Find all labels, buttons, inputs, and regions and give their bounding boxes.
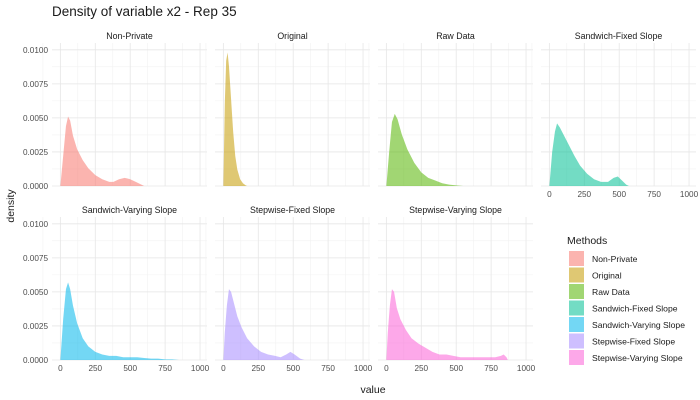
x-tick-label: 500 bbox=[286, 364, 300, 373]
x-tick-label: 750 bbox=[321, 364, 335, 373]
y-tick-label: 0.0025 bbox=[23, 322, 48, 331]
legend-swatch bbox=[569, 267, 584, 283]
density-area-raw-data bbox=[386, 113, 464, 186]
density-area-sandwich-varying-slope bbox=[60, 282, 180, 360]
legend-label: Original bbox=[592, 271, 622, 281]
legend-label: Sandwich-Fixed Slope bbox=[592, 304, 678, 314]
legend-label: Stepwise-Fixed Slope bbox=[592, 337, 675, 347]
strip-label: Raw Data bbox=[436, 31, 475, 41]
strip-label: Non-Private bbox=[106, 31, 153, 41]
x-tick-label: 0 bbox=[384, 364, 389, 373]
legend-swatch bbox=[569, 350, 584, 365]
panel-raw-data: Raw Data bbox=[368, 31, 533, 187]
x-tick-label: 1000 bbox=[191, 364, 210, 373]
panel-original: Original bbox=[205, 31, 370, 187]
legend-item-original: Original bbox=[569, 267, 622, 283]
x-tick-label: 1000 bbox=[680, 190, 699, 199]
legend-label: Raw Data bbox=[592, 287, 630, 297]
legend-swatch bbox=[569, 317, 584, 332]
legend-swatch bbox=[569, 251, 584, 266]
legend-title: Methods bbox=[567, 235, 607, 247]
y-tick-label: 0.0075 bbox=[23, 254, 48, 263]
density-area-original bbox=[223, 52, 248, 186]
y-tick-label: 0.0100 bbox=[23, 220, 48, 229]
panel-sandwich-fixed-slope: Sandwich-Fixed Slope 0 250 500 750 1000 bbox=[531, 31, 699, 199]
x-tick-label: 750 bbox=[158, 364, 172, 373]
x-tick-label: 0 bbox=[547, 190, 552, 199]
legend-label: Non-Private bbox=[592, 254, 638, 264]
y-tick-label: 0.0000 bbox=[23, 356, 48, 365]
y-tick-label: 0.0100 bbox=[23, 46, 48, 55]
panel-stepwise-varying-slope: Stepwise-Varying Slope 0 250 500 750 1000 bbox=[368, 205, 536, 373]
x-tick-label: 250 bbox=[88, 364, 102, 373]
legend-swatch bbox=[569, 284, 584, 299]
y-axis-title: density bbox=[5, 189, 17, 223]
y-tick-label: 0.0050 bbox=[23, 114, 48, 123]
legend-item-non-private: Non-Private bbox=[569, 251, 638, 266]
density-area-sandwich-fixed-slope bbox=[549, 123, 629, 186]
legend-item-stepwise-varying-slope: Stepwise-Varying Slope bbox=[569, 350, 683, 365]
strip-label: Sandwich-Varying Slope bbox=[82, 205, 177, 215]
x-tick-label: 1000 bbox=[517, 364, 536, 373]
y-tick-label: 0.0000 bbox=[23, 182, 48, 191]
legend-swatch bbox=[569, 333, 584, 349]
x-tick-label: 500 bbox=[123, 364, 137, 373]
x-tick-label: 750 bbox=[647, 190, 661, 199]
x-tick-label: 500 bbox=[612, 190, 626, 199]
strip-label: Stepwise-Fixed Slope bbox=[250, 205, 335, 215]
y-tick-label: 0.0050 bbox=[23, 288, 48, 297]
x-tick-label: 250 bbox=[577, 190, 591, 199]
panel-stepwise-fixed-slope: Stepwise-Fixed Slope 0 250 500 750 1000 bbox=[205, 205, 373, 373]
x-tick-label: 750 bbox=[484, 364, 498, 373]
legend-item-raw-data: Raw Data bbox=[569, 284, 630, 299]
legend-item-sandwich-varying-slope: Sandwich-Varying Slope bbox=[569, 317, 685, 332]
x-axis-title: value bbox=[360, 384, 385, 396]
density-area-non-private bbox=[60, 116, 145, 186]
y-tick-label: 0.0075 bbox=[23, 80, 48, 89]
x-tick-label: 250 bbox=[414, 364, 428, 373]
legend-label: Stepwise-Varying Slope bbox=[592, 353, 683, 363]
x-tick-label: 250 bbox=[251, 364, 265, 373]
density-area-stepwise-varying-slope bbox=[386, 289, 508, 360]
chart-title: Density of variable x2 - Rep 35 bbox=[52, 4, 237, 19]
x-tick-label: 0 bbox=[58, 364, 63, 373]
legend-label: Sandwich-Varying Slope bbox=[592, 320, 685, 330]
density-area-stepwise-fixed-slope bbox=[223, 289, 305, 360]
legend-swatch bbox=[569, 300, 584, 316]
legend: Methods Non-Private Original Raw Data Sandwi… bbox=[567, 235, 685, 365]
strip-label: Original bbox=[277, 31, 307, 41]
x-tick-label: 500 bbox=[449, 364, 463, 373]
facet-panels: Non-Private 0.0000 0.0025 0.0050 0.0075 0.010… bbox=[23, 31, 699, 373]
y-tick-label: 0.0025 bbox=[23, 148, 48, 157]
legend-item-stepwise-fixed-slope: Stepwise-Fixed Slope bbox=[569, 333, 675, 349]
strip-label: Sandwich-Fixed Slope bbox=[575, 31, 663, 41]
panel-non-private: Non-Private 0.0000 0.0025 0.0050 0.0075 0.010… bbox=[23, 31, 207, 191]
x-tick-label: 0 bbox=[221, 364, 226, 373]
strip-label: Stepwise-Varying Slope bbox=[409, 205, 502, 215]
legend-item-sandwich-fixed-slope: Sandwich-Fixed Slope bbox=[569, 300, 678, 316]
panel-sandwich-varying-slope: Sandwich-Varying Slope 0.0000 0.0025 0.0050… bbox=[23, 205, 210, 373]
x-tick-label: 1000 bbox=[354, 364, 373, 373]
